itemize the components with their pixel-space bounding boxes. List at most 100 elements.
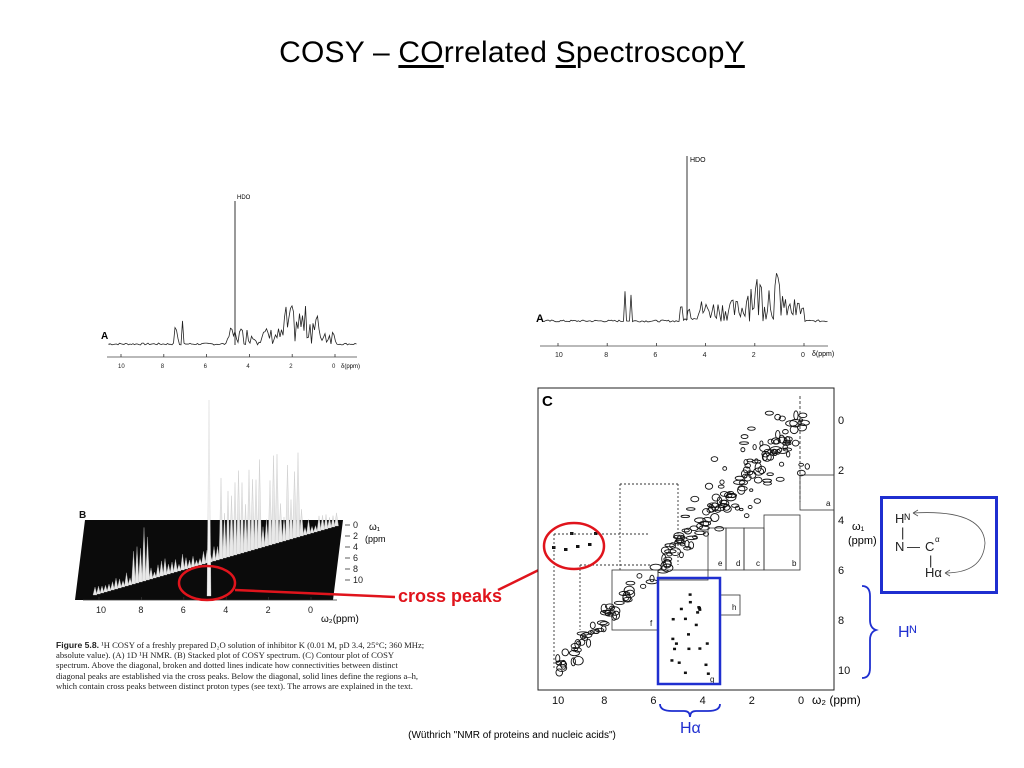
axis-tick-label: 0	[801, 352, 805, 359]
contour-peak	[798, 418, 804, 423]
stacked-peak	[302, 526, 308, 536]
contour-peak	[783, 439, 792, 444]
stacked-peak	[309, 525, 315, 534]
panel-b-label: B	[79, 510, 86, 521]
x-unit-c: ω₂ (ppm)	[812, 693, 861, 707]
axis-tick-label: 0	[353, 520, 358, 530]
contour-peak	[798, 412, 808, 419]
axis-tick-label: 4	[838, 515, 844, 527]
cross-peak	[704, 663, 708, 667]
contour-peak	[570, 657, 576, 667]
contour-peak	[743, 459, 749, 466]
axis-tick-label: 10	[555, 352, 563, 359]
contour-peak	[702, 531, 710, 537]
axis-tick-label: 10	[838, 665, 850, 677]
contour-peak	[586, 638, 592, 648]
contour-peak	[774, 449, 781, 455]
contour-peak	[702, 508, 711, 516]
inset-n: N	[895, 539, 905, 554]
axis-tick-label: 2	[752, 352, 756, 359]
contour-peak	[649, 574, 655, 583]
w1-unit-b: (ppm)	[365, 534, 385, 544]
contour-peak	[734, 505, 740, 511]
stacked-peak	[134, 546, 140, 584]
stacked-peak	[173, 559, 178, 573]
cross-peak	[570, 532, 574, 535]
stacked-peak	[110, 581, 115, 591]
stacked-peak	[176, 563, 182, 572]
axis-unit-b: ω₂(ppm)	[321, 614, 359, 625]
spectrum-a-left: HDO A 10 8 6 4 2 0 δ(ppm)	[101, 195, 360, 370]
cross-peak	[674, 642, 678, 645]
contour-peak	[753, 476, 763, 484]
axis-tick-label: 0	[308, 605, 313, 615]
cross-peak	[687, 647, 691, 651]
stacked-peak	[141, 527, 147, 582]
contour-peak	[696, 522, 704, 530]
y-label-c: ω₁	[852, 521, 865, 533]
stacked-peak	[187, 559, 192, 569]
contour-peak	[556, 664, 568, 672]
axis-tick-label: 6	[838, 565, 844, 577]
stacked-peak	[334, 512, 339, 527]
contour-peak	[740, 434, 749, 439]
stacked-peak	[292, 471, 297, 539]
contour-peak	[555, 661, 563, 666]
contour-peak	[710, 513, 720, 523]
axis-tick-label: 2	[353, 531, 358, 541]
panel-c-label: C	[542, 393, 553, 410]
contour-peak	[669, 547, 681, 557]
axis-tick-label: 8	[604, 352, 608, 359]
contour-peak	[596, 620, 608, 626]
contour-peak	[759, 440, 764, 447]
cross-peak	[670, 659, 674, 662]
stacked-peak	[103, 584, 108, 593]
connectivity-line	[553, 483, 679, 670]
contour-peak	[678, 551, 684, 559]
stacked-peak	[278, 503, 283, 543]
stacked-peak	[159, 560, 164, 577]
contour-peak	[581, 635, 588, 641]
contour-peak	[798, 462, 804, 467]
contour-peak	[739, 441, 749, 445]
cross-peak	[588, 543, 592, 546]
axis-tick-label: 2	[749, 695, 755, 707]
stacked-peak	[239, 482, 245, 554]
axis-tick-label: 8	[838, 615, 844, 627]
axis-tick-label: 10	[96, 605, 106, 615]
contour-peak	[690, 495, 700, 503]
contour-peak	[782, 429, 789, 435]
contour-peak	[796, 469, 806, 477]
contour-peak	[737, 485, 746, 495]
source-citation: (Wüthrich "NMR of proteins and nucleic a…	[408, 730, 616, 741]
contour-peak	[774, 413, 782, 421]
stacked-peak	[236, 470, 241, 555]
hdo-label-right: HDO	[690, 157, 706, 164]
stacked-peak	[117, 578, 122, 589]
cross-peak	[697, 606, 701, 610]
contour-peak	[704, 482, 714, 490]
stacked-peak	[257, 459, 262, 549]
inset-ca-sup: α	[935, 535, 940, 544]
axis-tick-label: 6	[650, 695, 656, 707]
inset-hn: Hᴺ	[895, 511, 910, 526]
axis-tick-label: 4	[703, 352, 707, 359]
axis-tick-label: 4	[223, 605, 228, 615]
contour-peak	[581, 632, 593, 639]
contour-peak	[797, 423, 807, 432]
contour-peak	[673, 534, 685, 540]
stacked-peak	[92, 586, 98, 596]
cross-peak	[564, 548, 568, 551]
stacked-peak	[243, 504, 248, 553]
region-label: e	[718, 559, 723, 568]
contour-peak	[714, 526, 725, 532]
stacked-peak	[281, 516, 287, 542]
contour-peak	[618, 590, 631, 596]
cross-peak	[673, 647, 677, 651]
stacked-peak	[183, 557, 189, 570]
contour-peak	[719, 479, 725, 485]
contour-peak	[681, 528, 690, 533]
axis-tick-label: 4	[353, 542, 358, 552]
axis-tick-label: 8	[161, 364, 165, 370]
stacked-peak	[215, 546, 220, 561]
